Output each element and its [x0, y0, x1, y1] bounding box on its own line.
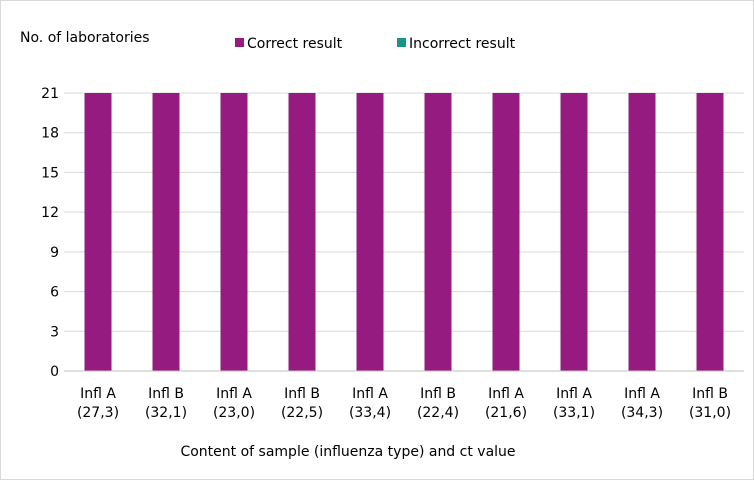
x-axis-title: Content of sample (influenza type) and c…: [180, 444, 515, 460]
x-tick-label: Infl B (22,4): [417, 386, 459, 421]
x-tick-label-line: Infl B: [284, 386, 320, 402]
x-tick-label-line: (22,5): [281, 405, 323, 421]
y-tick-label: 3: [50, 324, 59, 340]
y-tick-label: 9: [50, 245, 59, 261]
x-tick-label-line: Infl B: [148, 386, 184, 402]
bar-correct-result: [356, 93, 384, 371]
bar-correct-result: [492, 93, 520, 371]
x-tick-label-line: (23,0): [213, 405, 255, 421]
x-tick-label: Infl A (33,4): [349, 386, 391, 421]
legend: Correct result Incorrect result: [235, 36, 516, 52]
x-tick-label: Infl A (34,3): [621, 386, 663, 421]
y-tick-label: 15: [41, 165, 59, 181]
x-tick-label-line: Infl A: [556, 386, 592, 402]
bar-correct-result: [560, 93, 588, 371]
x-tick-label: Infl A (21,6): [485, 386, 527, 421]
x-tick-label: Infl B (31,0): [689, 386, 731, 421]
x-tick-label-line: (33,1): [553, 405, 595, 421]
bar-correct-result: [152, 93, 180, 371]
x-tick-label-line: (27,3): [77, 405, 119, 421]
bar-correct-result: [84, 93, 112, 371]
bar-correct-result: [220, 93, 248, 371]
bar-correct-result: [628, 93, 656, 371]
y-tick-label: 18: [41, 126, 59, 142]
bar-correct-result: [696, 93, 724, 371]
x-tick-label-line: (21,6): [485, 405, 527, 421]
x-tick-label-line: (34,3): [621, 405, 663, 421]
x-tick-label-line: (22,4): [417, 405, 459, 421]
x-tick-label-line: Infl A: [80, 386, 116, 402]
x-tick-label-line: (33,4): [349, 405, 391, 421]
x-tick-label: Infl B (22,5): [281, 386, 323, 421]
x-tick-label-line: (31,0): [689, 405, 731, 421]
legend-label-correct-result: Correct result: [247, 36, 343, 52]
bar-correct-result: [424, 93, 452, 371]
y-tick-labels: 0 3 6 9 12 15 18 21: [41, 86, 59, 380]
x-tick-label-line: Infl B: [692, 386, 728, 402]
bar-correct-result: [288, 93, 316, 371]
legend-swatch-incorrect-result: [397, 38, 406, 47]
x-tick-label: Infl B (32,1): [145, 386, 187, 421]
x-tick-label-line: Infl A: [216, 386, 252, 402]
legend-swatch-correct-result: [235, 38, 244, 47]
bars: [84, 93, 724, 371]
y-tick-label: 21: [41, 86, 59, 102]
x-tick-labels: Infl A (27,3)Infl B (32,1)Infl A (23,0)Infl…: [77, 386, 731, 421]
x-tick-label-line: Infl A: [352, 386, 388, 402]
x-tick-label: Infl A (33,1): [553, 386, 595, 421]
x-tick-label-line: Infl A: [488, 386, 524, 402]
legend-label-incorrect-result: Incorrect result: [409, 36, 516, 52]
y-tick-label: 12: [41, 205, 59, 221]
x-tick-label: Infl A (27,3): [77, 386, 119, 421]
y-tick-label: 6: [50, 285, 59, 301]
x-tick-label: Infl A (23,0): [213, 386, 255, 421]
x-tick-label-line: (32,1): [145, 405, 187, 421]
y-axis-title: No. of laboratories: [20, 30, 150, 46]
x-tick-label-line: Infl B: [420, 386, 456, 402]
y-tick-label: 0: [50, 364, 59, 380]
x-tick-label-line: Infl A: [624, 386, 660, 402]
